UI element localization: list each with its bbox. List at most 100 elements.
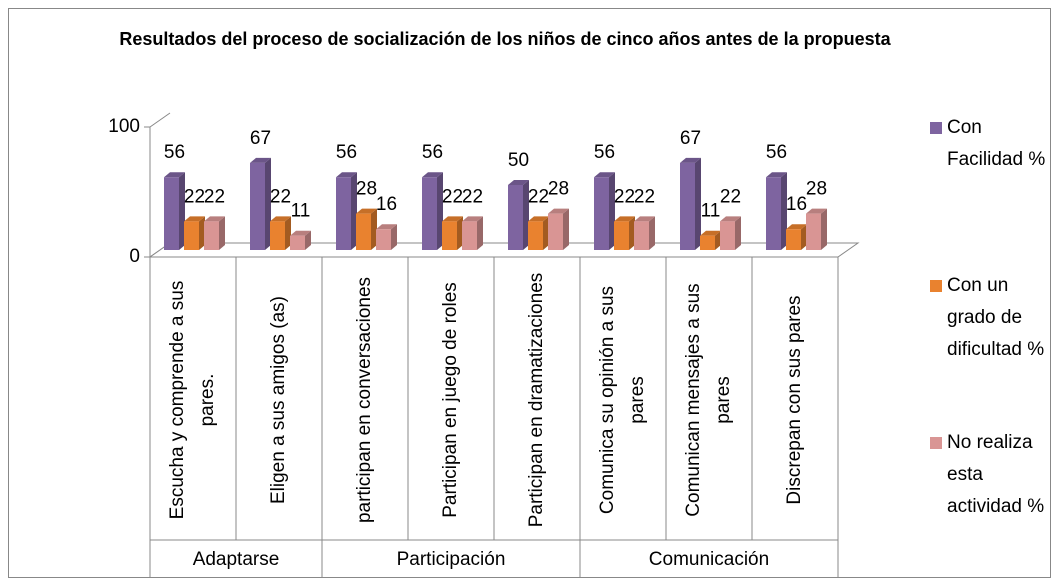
bar-face [270, 221, 285, 250]
bar-face [786, 229, 801, 250]
data-label: 28 [356, 179, 377, 200]
bar-face [164, 172, 185, 178]
bar-face [462, 221, 477, 250]
bar-face [700, 230, 721, 236]
data-label: 22 [528, 186, 549, 207]
bar-face [204, 216, 225, 222]
chart-title: Resultados del proceso de socialización … [119, 29, 891, 49]
bar [336, 172, 357, 250]
bar-face [649, 216, 655, 250]
bar-face [184, 216, 205, 222]
bar-face [290, 235, 305, 250]
bar-face [594, 172, 615, 178]
legend-label: Con un grado de dificultad % [947, 275, 1045, 360]
bar-face [305, 230, 311, 250]
bar-face [766, 177, 781, 250]
bar-face [801, 224, 807, 250]
x-tick-label: participan en conversaciones [354, 276, 375, 524]
bar-face [422, 177, 437, 250]
bar-face [715, 230, 721, 250]
bar [164, 172, 185, 250]
bar-face [563, 208, 569, 250]
data-label: 22 [270, 186, 291, 207]
bar-face [806, 213, 821, 250]
bar-face [442, 216, 463, 222]
data-label: 56 [422, 142, 443, 163]
bar-face [594, 177, 609, 250]
bar-face [285, 216, 291, 250]
bar [806, 208, 827, 250]
x-tick-label: Participan en dramatizaciones [526, 272, 547, 528]
bar-face [609, 172, 615, 250]
bar [376, 224, 397, 250]
bar-face [477, 216, 483, 250]
group-label: Comunicación [648, 549, 770, 570]
data-label: 22 [720, 186, 741, 207]
bar [786, 224, 807, 250]
data-label: 16 [376, 194, 397, 215]
group-label: Adaptarse [192, 549, 280, 570]
bar-face [680, 157, 701, 163]
legend-label: Con Facilidad % [947, 117, 1046, 170]
bar-face [351, 172, 357, 250]
bar [422, 172, 443, 250]
bar-face [184, 221, 199, 250]
bar [250, 157, 271, 250]
bar-face [199, 216, 205, 250]
bar-face [720, 221, 735, 250]
bar-face [680, 162, 695, 250]
legend-swatch [930, 122, 942, 134]
data-label: 11 [291, 201, 311, 222]
bar-face [290, 230, 311, 236]
bar-face [250, 157, 271, 163]
bar-face [614, 221, 629, 250]
bar-face [548, 213, 563, 250]
bar-face [528, 216, 549, 222]
bar-face [336, 177, 351, 250]
bar-face [543, 216, 549, 250]
bar [508, 180, 529, 250]
legend-label: No realiza esta actividad % [947, 432, 1045, 517]
y-tick-label: 0 [129, 246, 140, 267]
bar-face [766, 172, 787, 178]
chart-border [8, 8, 1051, 578]
bar [766, 172, 787, 250]
data-label: 56 [336, 142, 357, 163]
bar-face [528, 221, 543, 250]
bar [462, 216, 483, 250]
bar [204, 216, 225, 250]
x-tick-label: Escucha y comprende a sus pares. [167, 280, 218, 520]
data-label: 28 [548, 179, 569, 200]
bar-face [614, 216, 635, 222]
bar-face [336, 172, 357, 178]
grid-line [149, 112, 171, 128]
bar [528, 216, 549, 250]
bar-face [164, 177, 179, 250]
bar-face [270, 216, 291, 222]
bar-face [821, 208, 827, 250]
bar-face [508, 185, 523, 250]
legend-swatch [930, 437, 942, 449]
bar-face [720, 216, 741, 222]
data-label: 22 [442, 186, 463, 207]
bar-face [219, 216, 225, 250]
bar-face [250, 162, 265, 250]
data-label: 16 [786, 194, 807, 215]
group-label: Participación [396, 549, 506, 570]
bar [290, 230, 311, 250]
bar [700, 230, 721, 250]
bar-face [462, 216, 483, 222]
bar-face [700, 235, 715, 250]
bar-face [371, 208, 377, 250]
bar [442, 216, 463, 250]
x-tick-label: Comunica su opinión a sus pares [597, 285, 648, 515]
bar-face [376, 224, 397, 230]
bar-face [634, 221, 649, 250]
bar [548, 208, 569, 250]
bar-face [356, 213, 371, 250]
data-label: 50 [508, 150, 529, 171]
data-label: 67 [680, 128, 701, 149]
data-label: 22 [184, 186, 205, 207]
